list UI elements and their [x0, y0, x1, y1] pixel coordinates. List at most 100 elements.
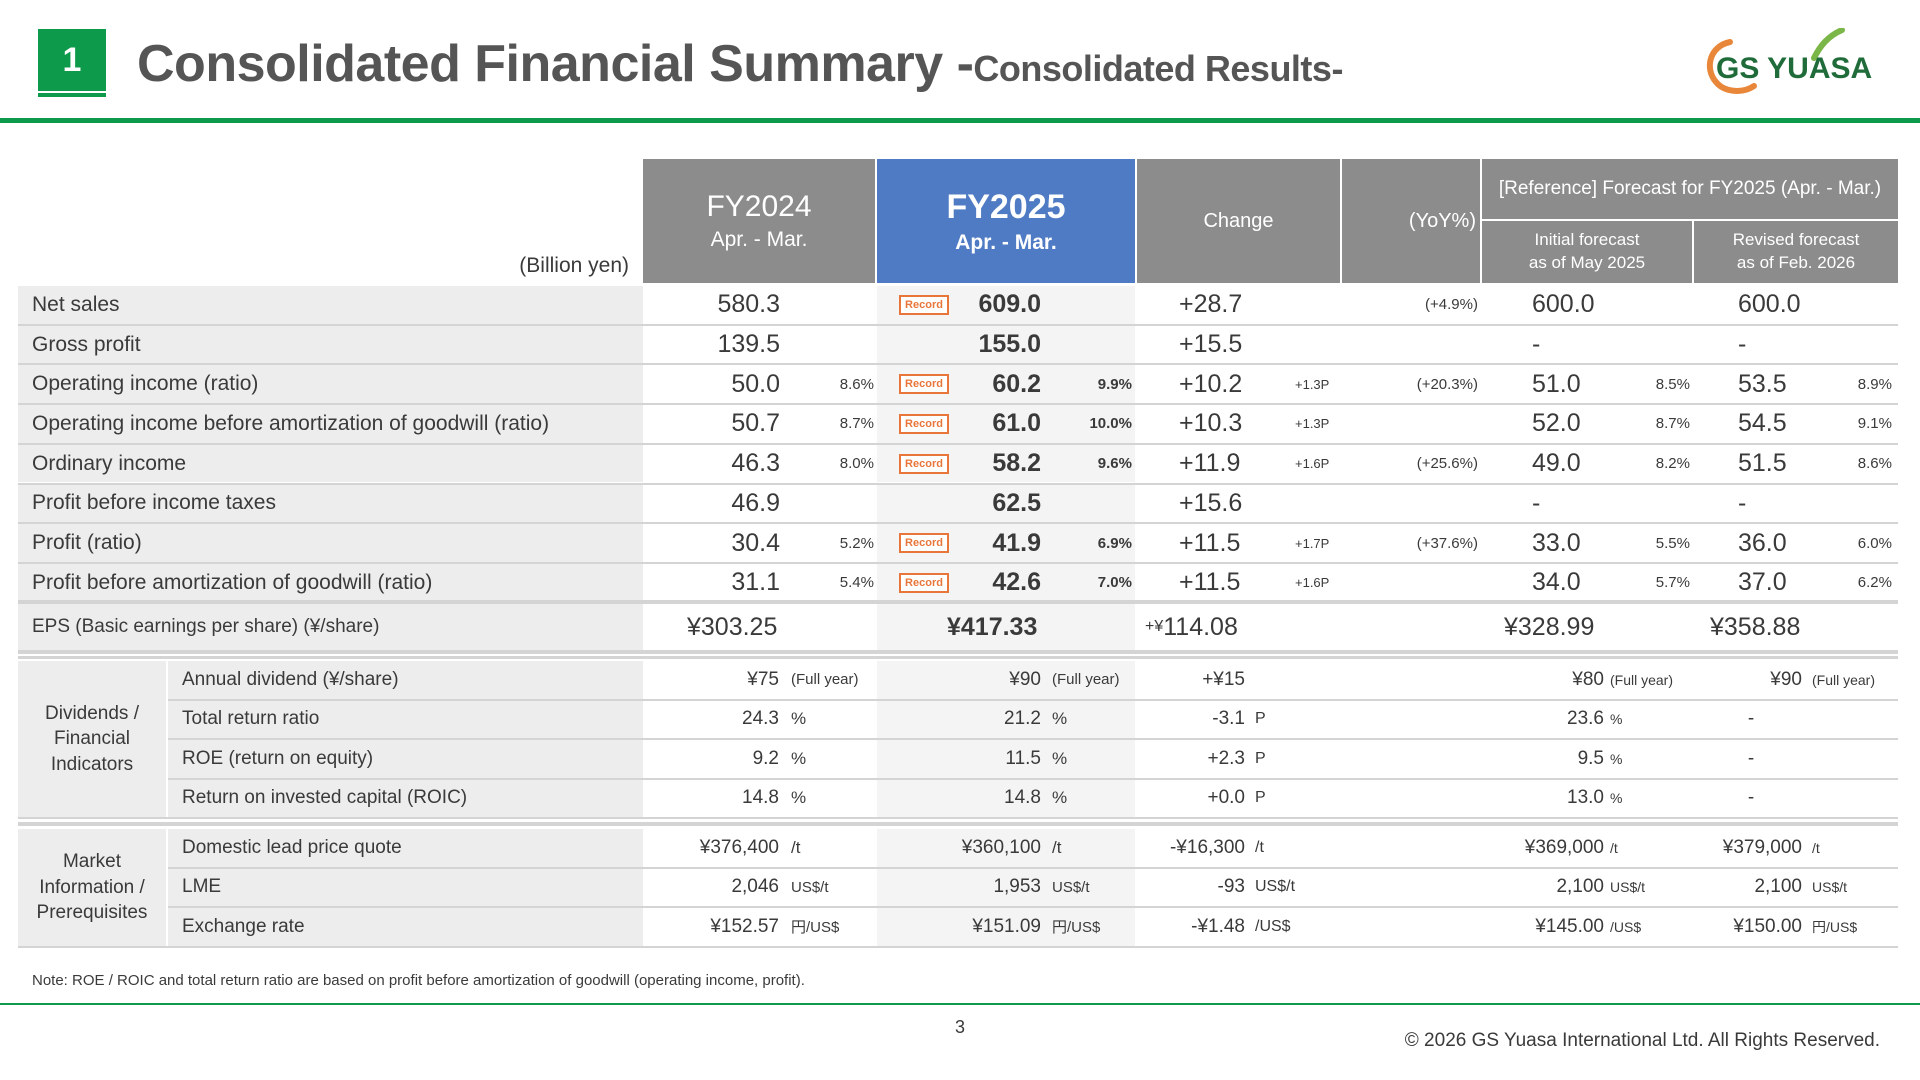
market-initial-forecast-unit: US$/t [1610, 879, 1646, 896]
market-row-label: Domestic lead price quote [168, 829, 643, 867]
fy2024-value: 50.7 [731, 409, 780, 438]
dividends-initial-forecast-unit: % [1610, 750, 1623, 767]
eps-fy2024: ¥303.25 [687, 612, 778, 641]
row-label: Profit (ratio) [18, 524, 643, 562]
dividends-initial-forecast-value: 23.6 [1567, 708, 1604, 730]
dividends-initial-forecast-value: ¥80 [1572, 668, 1604, 690]
market-row-label: Exchange rate [168, 908, 643, 946]
initial-forecast-ratio [1622, 286, 1690, 324]
initial-forecast-value: 34.0 [1532, 568, 1581, 597]
market-fy2024-unit: 円/US$ [791, 919, 840, 937]
eps-fy2025-bg [877, 604, 1135, 650]
fy2024-value: 30.4 [731, 528, 780, 557]
fy2025-ratio [1047, 485, 1132, 523]
change-points: +1.6P [1295, 575, 1330, 591]
market-initial-forecast-value: 2,100 [1556, 876, 1604, 898]
col-fy2024-title: FY2024 [706, 190, 812, 223]
initial-forecast-value: 600.0 [1532, 290, 1595, 319]
market-fy2025-bg [877, 908, 1135, 946]
title-main: Consolidated Financial Summary - [137, 35, 974, 93]
revised-forecast-line1: Revised forecast [1732, 230, 1860, 250]
dividends-row-label: Return on invested capital (ROIC) [168, 779, 643, 817]
col-fy2024-period: Apr. - Mar. [710, 228, 808, 251]
row-label: Net sales [18, 286, 643, 324]
record-badge: Record [899, 572, 949, 593]
fy2025-bg [877, 484, 1135, 523]
dividends-change-value: +2.3 [1207, 747, 1245, 769]
revised-forecast-value: 51.5 [1738, 449, 1787, 478]
record-badge: Record [899, 374, 949, 395]
row-divider [18, 323, 1898, 326]
market-fy2024-unit: /t [791, 837, 801, 857]
dividends-row-divider [168, 698, 1898, 701]
revised-forecast-value: - [1738, 488, 1747, 517]
dividends-fy2025-bg [877, 700, 1135, 738]
market-change-unit: US$/t [1255, 878, 1296, 896]
revised-forecast-ratio: 8.9% [1857, 375, 1892, 393]
fy2025-ratio: 9.9% [1097, 375, 1132, 393]
dividends-bottom-divider [18, 817, 1898, 819]
slide-header: 1 Consolidated Financial Summary -Consol… [0, 0, 1920, 126]
revised-forecast-line2: as of Feb. 2026 [1736, 253, 1856, 272]
dividends-fy2025-bg [877, 661, 1135, 699]
initial-forecast-value: 52.0 [1532, 409, 1581, 438]
change-points: +1.3P [1295, 416, 1330, 432]
change-points: +1.3P [1295, 376, 1330, 392]
dividends-fy2024-value: 14.8 [742, 787, 779, 809]
yoy-value: (+4.9%) [1425, 296, 1478, 314]
initial-forecast-ratio [1622, 485, 1690, 523]
initial-forecast-ratio: 5.7% [1655, 574, 1690, 592]
page-number: 3 [954, 1017, 965, 1037]
market-fy2025-bg [877, 868, 1135, 907]
row-divider [18, 363, 1898, 366]
col-header-change: Change [1137, 159, 1340, 283]
fy2024-ratio: 5.4% [839, 574, 874, 592]
eps-change-prefix: +¥ [1145, 618, 1164, 635]
market-fy2024-value: 2,046 [731, 876, 779, 898]
col-header-reference: [Reference] Forecast for FY2025 (Apr. - … [1482, 159, 1898, 219]
section-number: 1 [38, 29, 106, 91]
dividends-fy2025-value: 21.2 [1004, 708, 1041, 730]
market-revised-forecast-unit: 円/US$ [1812, 918, 1858, 935]
fy2024-ratio: 8.7% [839, 415, 874, 433]
initial-forecast-ratio: 8.2% [1655, 455, 1690, 473]
dividends-fy2025-unit: (Full year) [1052, 671, 1120, 689]
market-change-value: -¥1.48 [1191, 915, 1245, 937]
initial-forecast-ratio [1622, 326, 1690, 364]
market-row-divider [168, 866, 1898, 869]
market-group-label: Market Information / Prerequisites [18, 829, 166, 946]
change-points: +1.6P [1295, 456, 1330, 472]
fy2025-ratio: 9.6% [1097, 455, 1132, 473]
header-rule [0, 118, 1920, 123]
fy2025-value: 62.5 [992, 488, 1041, 517]
dividends-change-value: +0.0 [1207, 787, 1245, 809]
dividends-initial-forecast-unit: (Full year) [1610, 671, 1674, 688]
fy2024-ratio: 8.0% [839, 455, 874, 473]
revised-forecast-ratio [1824, 326, 1892, 364]
fy2024-ratio [783, 286, 874, 324]
dividends-fy2025-bg [877, 740, 1135, 778]
row-label: Gross profit [18, 325, 643, 364]
initial-forecast-value: 49.0 [1532, 449, 1581, 478]
dividends-revised-forecast-unit [1812, 780, 1898, 818]
dividends-fy2025-value: ¥90 [1009, 668, 1041, 690]
initial-forecast-value: 51.0 [1532, 369, 1581, 398]
revised-forecast-value: 37.0 [1738, 568, 1787, 597]
revised-forecast-value: - [1738, 330, 1747, 359]
dividends-change-unit: P [1255, 789, 1266, 807]
record-badge: Record [899, 453, 949, 474]
market-change-value: -¥16,300 [1169, 836, 1245, 858]
fy2024-ratio [783, 326, 874, 364]
fy2024-value: 580.3 [717, 290, 780, 319]
dividends-fy2025-unit: % [1052, 709, 1068, 729]
dividends-revised-forecast-value: - [1747, 787, 1755, 809]
initial-forecast-ratio: 8.5% [1655, 375, 1690, 393]
dividends-fy2025-unit: % [1052, 748, 1068, 768]
initial-forecast-value: 33.0 [1532, 528, 1581, 557]
record-badge: Record [899, 295, 949, 315]
row-divider [18, 442, 1898, 445]
market-fy2025-unit: 円/US$ [1052, 919, 1101, 937]
row-label: Operating income (ratio) [18, 365, 643, 404]
fy2025-ratio: 10.0% [1089, 415, 1132, 433]
market-fy2025-bg [877, 829, 1135, 867]
